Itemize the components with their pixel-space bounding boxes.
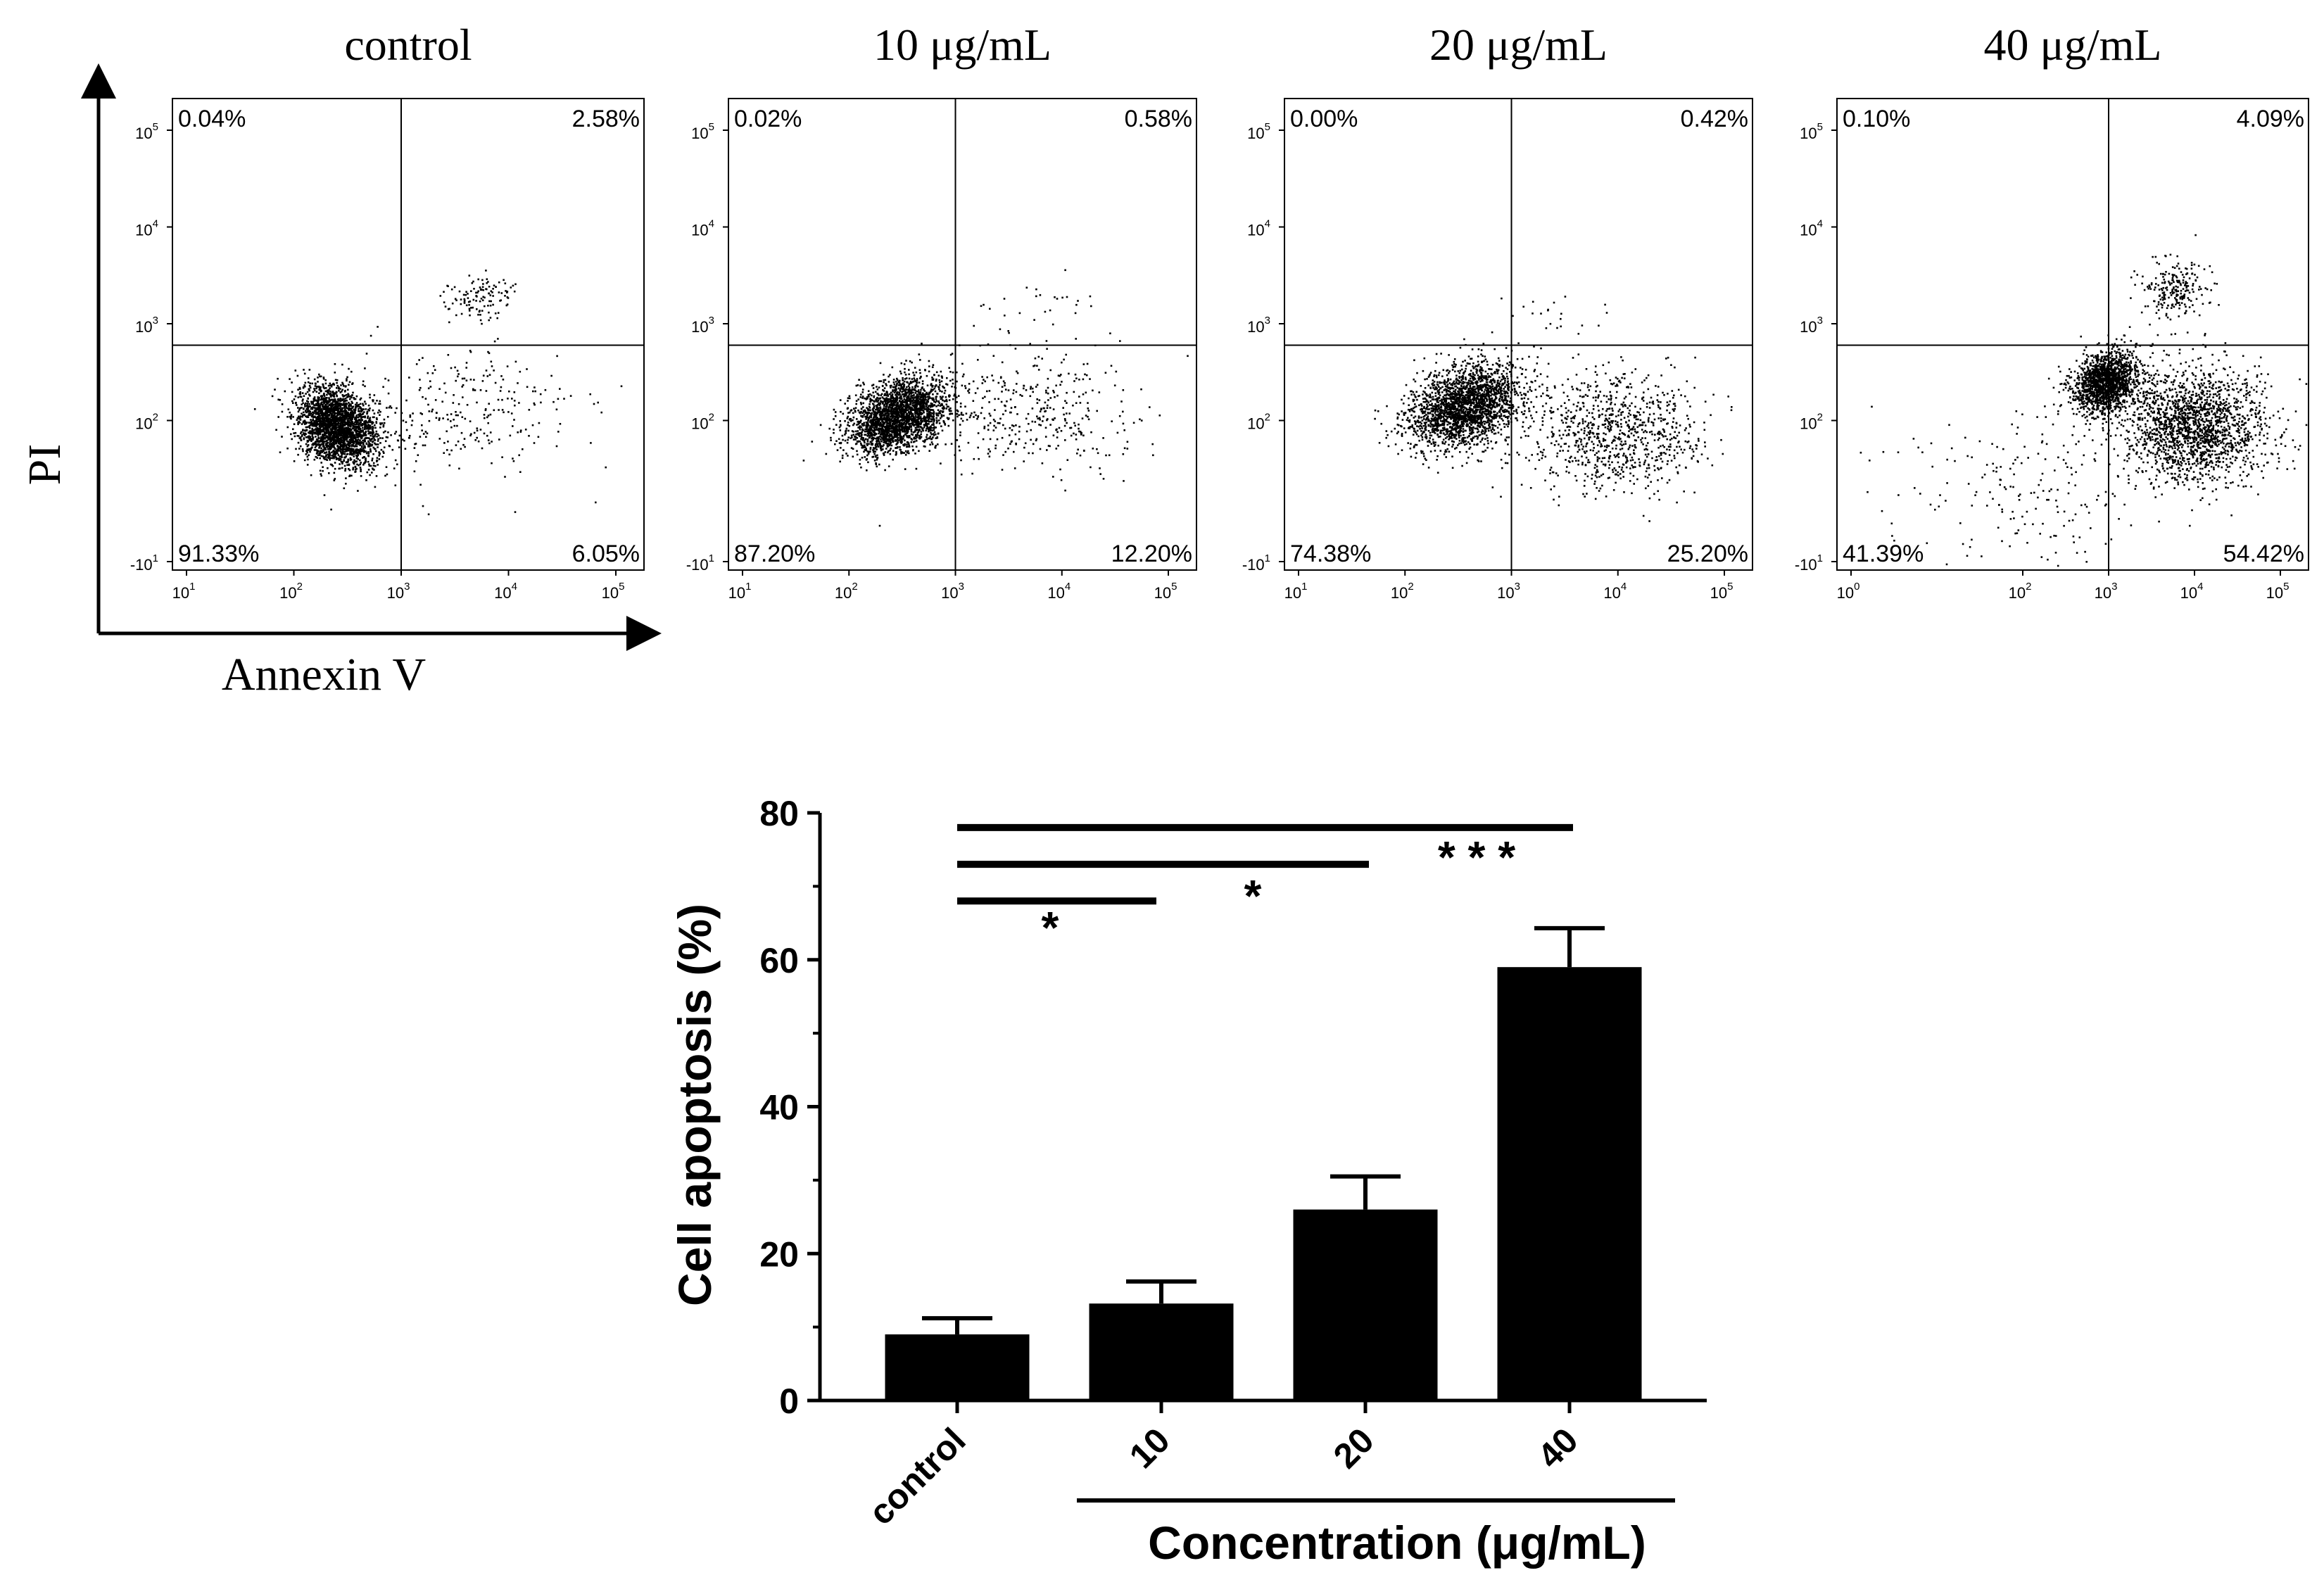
quadrant-lower-left: 41.39% — [1843, 540, 1924, 567]
x-tick-label: 103 — [387, 581, 410, 602]
bar-x-tick-label: 40 — [1530, 1420, 1586, 1476]
bar-x-tick-label: 10 — [1122, 1420, 1177, 1476]
bar-y-tick-label: 60 — [759, 941, 799, 980]
x-tick-label: 101 — [172, 581, 196, 602]
x-tick-label: 103 — [2095, 581, 2118, 602]
quadrant-lower-right: 12.20% — [1111, 540, 1192, 567]
flow-panels: control 0.04% 2.58% 91.33% 6.05% 101 102 103 104… — [130, 20, 2309, 602]
x-tick-label: 102 — [835, 581, 858, 602]
x-tick-label: 102 — [1391, 581, 1414, 602]
y-tick-label: -101 — [130, 552, 158, 574]
flow-panel-4: 40 μg/mL 0.10% 4.09% 41.39% 54.42% 100 102 103 1… — [1795, 20, 2309, 602]
significance-stars: * — [1042, 902, 1059, 953]
y-tick-label: 105 — [135, 121, 158, 142]
x-tick-label: 105 — [2266, 581, 2290, 602]
flow-panel-frame — [1284, 98, 1753, 571]
x-tick-label: 104 — [2180, 581, 2204, 602]
quadrant-upper-left: 0.04% — [178, 106, 246, 132]
y-tick-label: 103 — [1800, 315, 1823, 336]
quadrant-upper-right: 4.09% — [2237, 106, 2304, 132]
bar-y-tick-label: 0 — [779, 1381, 799, 1421]
y-tick-label: -101 — [1795, 552, 1823, 574]
quadrant-lower-right: 6.05% — [572, 540, 640, 567]
y-tick-label: 105 — [1247, 121, 1270, 142]
x-tick-label: 104 — [494, 581, 517, 602]
x-tick-label: 104 — [1603, 581, 1627, 602]
quadrant-lower-left: 87.20% — [734, 540, 815, 567]
bar-chart: Cell apoptosis (%) Concentration (μg/mL)… — [669, 794, 1707, 1569]
y-tick-label: 105 — [691, 121, 714, 142]
flow-panel-title: control — [344, 20, 472, 70]
flow-panel-title: 40 μg/mL — [1984, 20, 2162, 70]
bar-10 — [1089, 1303, 1234, 1401]
x-tick-label: 101 — [728, 581, 752, 602]
y-tick-label: 105 — [1800, 121, 1823, 142]
x-tick-label: 102 — [2009, 581, 2032, 602]
bar-y-tick-label: 80 — [759, 794, 799, 833]
y-tick-label: 103 — [135, 315, 158, 336]
bar-y-axis-label: Cell apoptosis (%) — [669, 904, 721, 1306]
x-tick-label: 105 — [602, 581, 625, 602]
significance-stars: * — [1244, 871, 1262, 921]
quadrant-upper-left: 0.00% — [1290, 106, 1358, 132]
flow-panel-frame — [728, 98, 1197, 571]
x-tick-label: 103 — [941, 581, 964, 602]
quadrant-upper-right: 0.42% — [1681, 106, 1748, 132]
x-tick-label: 104 — [1047, 581, 1071, 602]
y-tick-label: 104 — [1800, 218, 1823, 239]
y-tick-label: 102 — [135, 412, 158, 433]
quadrant-upper-left: 0.02% — [734, 106, 802, 132]
flow-events — [253, 270, 623, 516]
quadrant-lower-right: 54.42% — [2223, 540, 2304, 567]
x-tick-label: 102 — [279, 581, 303, 602]
x-tick-label: 101 — [1284, 581, 1308, 602]
flow-panel-1: control 0.04% 2.58% 91.33% 6.05% 101 102 103 104… — [130, 20, 645, 602]
quadrant-lower-left: 91.33% — [178, 540, 259, 567]
flow-panel-title: 20 μg/mL — [1429, 20, 1608, 70]
flow-events — [802, 269, 1189, 527]
flow-panel-title: 10 μg/mL — [873, 20, 1052, 70]
bar-y-tick-label: 20 — [759, 1234, 799, 1274]
x-tick-label: 100 — [1837, 581, 1860, 602]
quadrant-lower-left: 74.38% — [1290, 540, 1371, 567]
bar-40 — [1497, 967, 1642, 1401]
bar-control — [885, 1334, 1030, 1401]
y-tick-label: 104 — [135, 218, 158, 239]
flow-panel-frame — [172, 98, 645, 571]
significance-stars: * * * — [1438, 832, 1515, 883]
flow-panel-3: 20 μg/mL 0.00% 0.42% 74.38% 25.20% 101 102 103 1… — [1242, 20, 1753, 602]
x-tick-label: 105 — [1710, 581, 1733, 602]
quadrant-upper-right: 2.58% — [572, 106, 640, 132]
y-tick-label: -101 — [1242, 552, 1270, 574]
bar-x-tick-label: control — [861, 1420, 973, 1532]
flow-events — [1859, 234, 2308, 567]
bar-x-axis-label: Concentration (μg/mL) — [1148, 1517, 1646, 1569]
y-tick-label: 102 — [1247, 412, 1270, 433]
quadrant-upper-right: 0.58% — [1125, 106, 1192, 132]
quadrant-upper-left: 0.10% — [1843, 106, 1910, 132]
bar-x-tick-label: 20 — [1326, 1420, 1382, 1476]
flow-x-axis-label: Annexin V — [222, 649, 426, 700]
flow-panel-frame — [1836, 98, 2309, 571]
flow-y-axis-label: PI — [19, 444, 70, 486]
y-tick-label: -101 — [686, 552, 714, 574]
y-tick-label: 104 — [1247, 218, 1270, 239]
y-tick-label: 102 — [1800, 412, 1823, 433]
flow-events — [1374, 296, 1733, 522]
bar-20 — [1293, 1209, 1438, 1401]
bar-y-tick-label: 40 — [759, 1088, 799, 1127]
flow-panel-2: 10 μg/mL 0.02% 0.58% 87.20% 12.20% 101 102 103 1… — [686, 20, 1197, 602]
y-tick-label: 103 — [691, 315, 714, 336]
y-tick-label: 103 — [1247, 315, 1270, 336]
y-tick-label: 102 — [691, 412, 714, 433]
x-tick-label: 105 — [1154, 581, 1177, 602]
x-tick-label: 103 — [1497, 581, 1520, 602]
y-tick-label: 104 — [691, 218, 714, 239]
quadrant-lower-right: 25.20% — [1667, 540, 1748, 567]
